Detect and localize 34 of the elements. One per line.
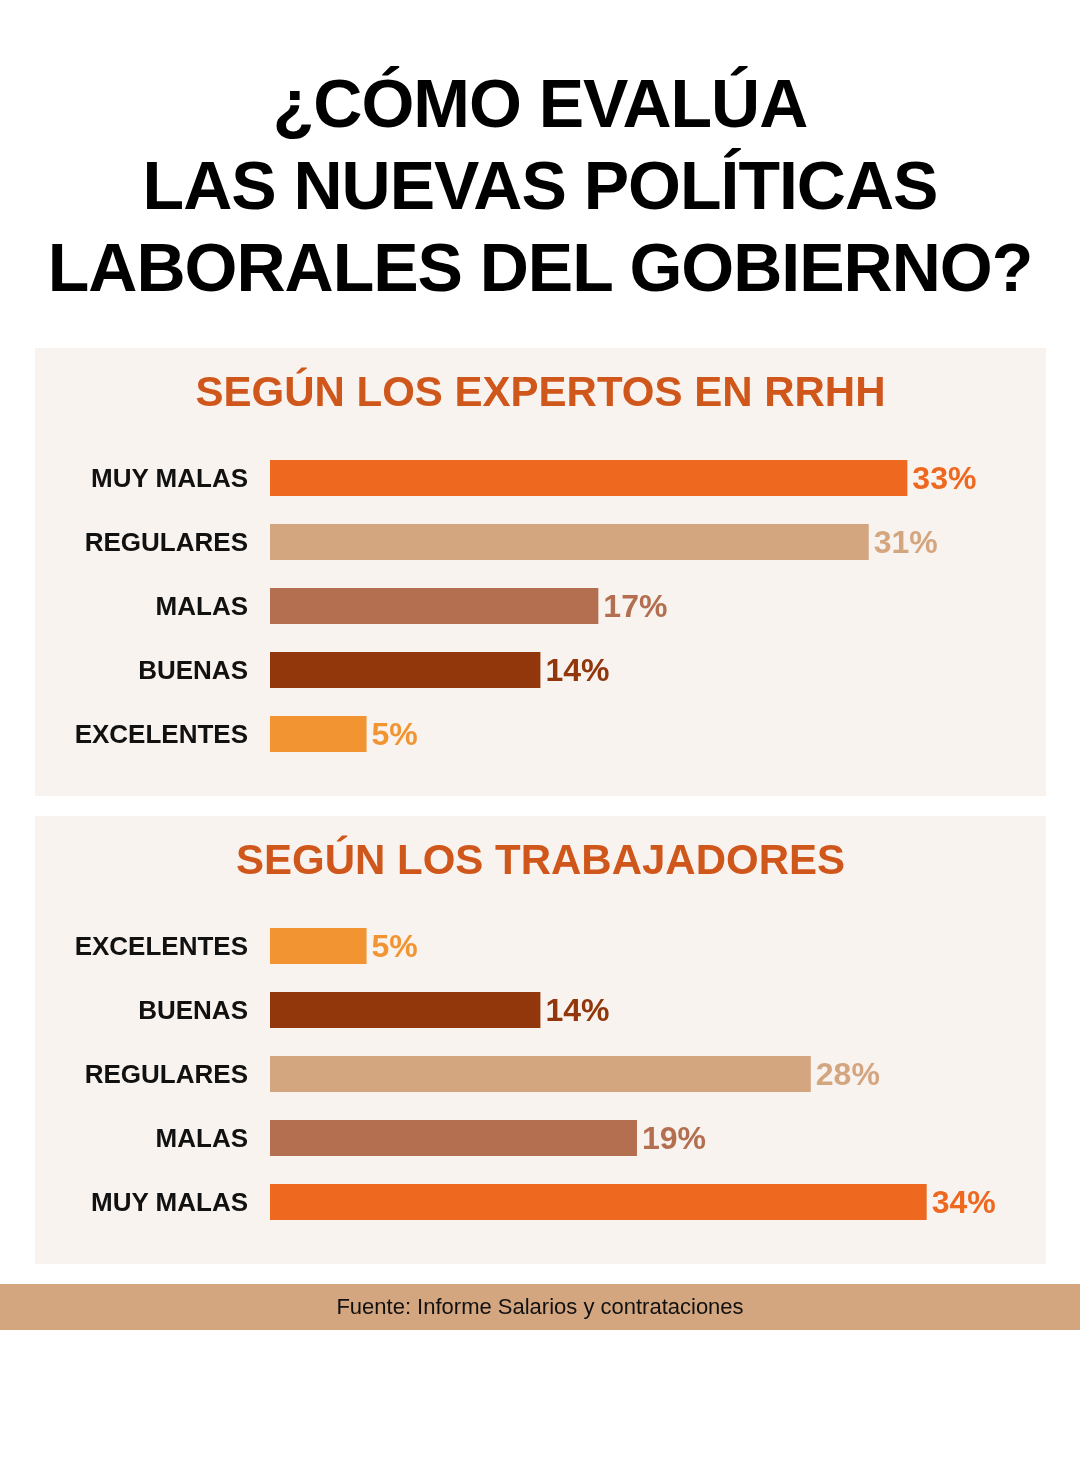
data-label: 31% bbox=[873, 524, 938, 560]
data-label: 14% bbox=[545, 992, 610, 1028]
data-label: 14% bbox=[545, 652, 610, 688]
bar bbox=[270, 928, 367, 964]
data-label: 5% bbox=[371, 716, 418, 752]
bar bbox=[270, 1184, 927, 1220]
y-tick-label: MALAS bbox=[155, 591, 248, 621]
data-label: 34% bbox=[931, 1184, 996, 1220]
data-label: 17% bbox=[603, 588, 668, 624]
bar bbox=[270, 1120, 637, 1156]
bar bbox=[270, 524, 869, 560]
y-tick-label: REGULARES bbox=[84, 1059, 248, 1089]
bar bbox=[270, 1056, 811, 1092]
bar bbox=[270, 716, 367, 752]
bar bbox=[270, 588, 599, 624]
chart-subtitle: SEGÚN LOS EXPERTOS EN RRHH bbox=[194, 368, 887, 416]
y-tick-label: BUENAS bbox=[138, 995, 248, 1025]
y-tick-label: MUY MALAS bbox=[91, 1187, 248, 1217]
y-tick-label: EXCELENTES bbox=[74, 931, 248, 961]
y-tick-label: BUENAS bbox=[138, 655, 248, 685]
chart-title: ¿CÓMO EVALÚA LAS NUEVAS POLÍTICAS LABORALES DEL GOBIERNO? bbox=[46, 64, 1034, 307]
data-label: 5% bbox=[371, 928, 418, 964]
data-label: 19% bbox=[641, 1120, 707, 1156]
source-note: Fuente: Informe Salarios y contrataciones bbox=[0, 1284, 1080, 1330]
data-label: 33% bbox=[912, 460, 977, 496]
data-label: 28% bbox=[815, 1056, 880, 1092]
y-tick-label: MUY MALAS bbox=[91, 463, 248, 493]
y-tick-label: EXCELENTES bbox=[74, 719, 248, 749]
bar bbox=[270, 460, 908, 496]
y-tick-label: MALAS bbox=[155, 1123, 248, 1153]
chart-subtitle: SEGÚN LOS TRABAJADORES bbox=[234, 836, 847, 884]
bar bbox=[270, 992, 541, 1028]
y-tick-label: REGULARES bbox=[84, 527, 248, 557]
bar bbox=[270, 652, 541, 688]
